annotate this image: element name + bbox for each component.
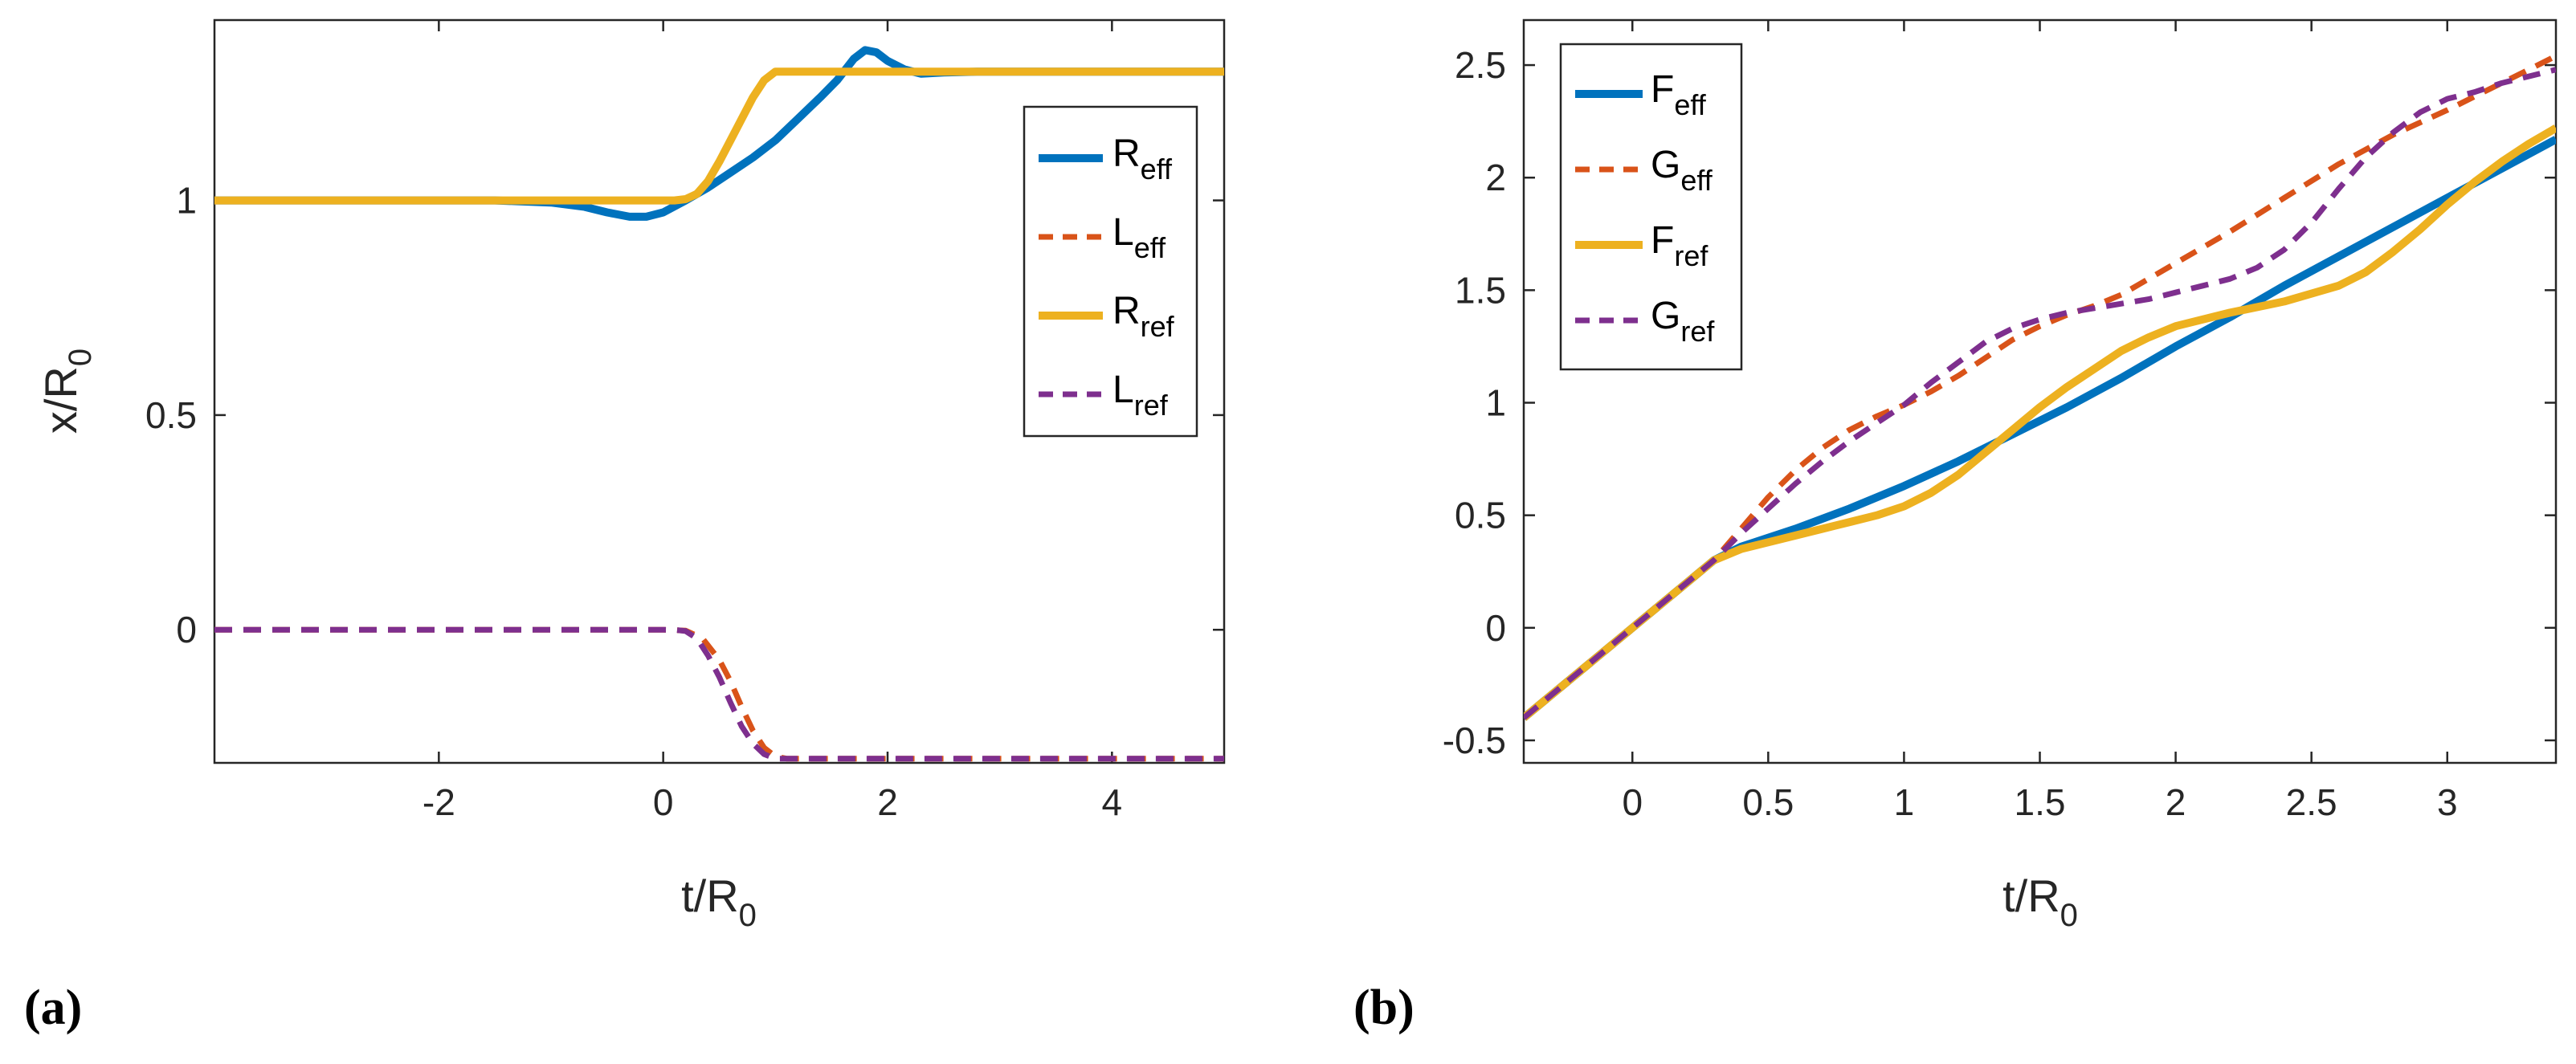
panel-b-legend-label-sub: eff bbox=[1680, 164, 1713, 197]
panel-b-y-tick-label: 0.5 bbox=[1455, 495, 1506, 536]
panel-a-legend-label-main: R bbox=[1112, 132, 1141, 175]
panel-a-legend-label-sub: ref bbox=[1141, 310, 1175, 343]
panel-a-legend-label-main: L bbox=[1112, 211, 1134, 254]
panel-b-series-group bbox=[1524, 53, 2556, 721]
panel-a-series-l-ref bbox=[214, 626, 1224, 762]
panel-b-legend-label-f-ref: Fref bbox=[1651, 219, 1708, 272]
panel-b-legend-label-sub: eff bbox=[1674, 88, 1706, 121]
panel-b-y-ticks: -0.5 0 0.5 1 1.5 2 2.5 bbox=[1443, 44, 2556, 761]
panel-a-y-axis-title-main: x/R bbox=[35, 366, 86, 434]
panel-a-legend-label-sub: eff bbox=[1134, 231, 1166, 264]
panel-b-legend-label-main: F bbox=[1651, 68, 1674, 111]
panel-a-x-ticks: -2 0 2 4 bbox=[423, 20, 1122, 823]
panel-b-y-tick-label: 1 bbox=[1485, 382, 1506, 424]
panel-b-legend-box bbox=[1559, 43, 1743, 371]
panel-b-legend-label-sub: ref bbox=[1680, 315, 1715, 348]
panel-b-y-tick-label: 1.5 bbox=[1455, 269, 1506, 311]
panel-b-legend-label-g-ref: Gref bbox=[1651, 295, 1715, 348]
panel-a-legend-label-sub: ref bbox=[1134, 389, 1169, 422]
panel-b-y-tick-label: 2 bbox=[1485, 157, 1506, 198]
panel-b-x-tick-label: 0 bbox=[1622, 781, 1643, 823]
panel-b-legend-label-g-eff: Geff bbox=[1651, 144, 1713, 197]
panel-b-legend-label-main: G bbox=[1651, 144, 1680, 186]
panel-a-legend-label-l-ref: Lref bbox=[1112, 369, 1169, 422]
panel-b-y-tick-label: -0.5 bbox=[1443, 720, 1506, 761]
panel-b-x-ticks: 0 0.5 1 1.5 2 2.5 3 bbox=[1622, 20, 2458, 823]
panel-b-legend-label-main: F bbox=[1651, 219, 1674, 262]
panel-b-x-tick-label: 0.5 bbox=[1742, 781, 1794, 823]
panel-a-legend-label-r-eff: Reff bbox=[1112, 132, 1173, 185]
panel-a-x-axis-title-main: t/R bbox=[681, 870, 739, 921]
panel-a-label: (a) bbox=[24, 980, 82, 1035]
panel-a-series-r-ref bbox=[214, 67, 1224, 205]
panel-a-legend-label-main: R bbox=[1112, 290, 1141, 332]
panel-b-y-tick-label: 0 bbox=[1485, 607, 1506, 649]
panel-a-x-axis-title-sub: 0 bbox=[739, 898, 757, 933]
panel-b-legend-label-sub: ref bbox=[1674, 239, 1708, 272]
panel-a-y-ticks: 00.51 bbox=[145, 180, 1224, 650]
panel-b-y-tick-label: 2.5 bbox=[1455, 44, 1506, 86]
panel-a-legend-label-main: L bbox=[1112, 369, 1134, 411]
panel-a-x-tick-label: 0 bbox=[653, 781, 674, 823]
panel-b-legend-label-main: G bbox=[1651, 295, 1680, 337]
panel-a-x-tick-label: 4 bbox=[1102, 781, 1123, 823]
panel-b-x-axis-title-main: t/R bbox=[2002, 870, 2060, 921]
panel-a-legend-label-r-ref: Rref bbox=[1112, 290, 1175, 343]
panel-b-x-tick-label: 2.5 bbox=[2286, 781, 2337, 823]
panel-a-y-tick-label: 1 bbox=[176, 180, 197, 222]
panel-b-x-axis-title-sub: 0 bbox=[2060, 898, 2078, 933]
panel-b-legend-label-f-eff: Feff bbox=[1651, 68, 1707, 121]
panel-a-x-tick-label: 2 bbox=[877, 781, 898, 823]
panel-a-y-tick-label: 0 bbox=[176, 609, 197, 650]
panel-a-y-axis-title: x/R0 bbox=[35, 349, 98, 434]
panel-b-x-tick-label: 3 bbox=[2437, 781, 2458, 823]
panel-b-series-f-ref bbox=[1524, 124, 2556, 721]
panel-a-series-group bbox=[214, 46, 1224, 762]
panel-b-label: (b) bbox=[1353, 980, 1415, 1035]
panel-a-legend-label-sub: eff bbox=[1141, 153, 1173, 185]
panel-b-x-tick-label: 1.5 bbox=[2015, 781, 2066, 823]
panel-b-x-tick-label: 1 bbox=[1894, 781, 1915, 823]
panel-a-y-axis-title-sub: 0 bbox=[63, 349, 98, 366]
panel-b-x-axis-title: t/R0 bbox=[2002, 870, 2078, 933]
panel-b-x-tick-label: 2 bbox=[2166, 781, 2186, 823]
panel-a-y-tick-label: 0.5 bbox=[145, 394, 197, 436]
panel-b-plot: 0 0.5 1 1.5 2 2.5 3 -0.500.511.522.5 t/R0 Feff… bbox=[1353, 18, 2558, 1035]
panel-b-series-g-eff bbox=[1524, 53, 2556, 720]
panel-b-series-g-ref bbox=[1524, 67, 2556, 720]
panel-a-x-axis-title: t/R0 bbox=[681, 870, 757, 933]
panel-a-x-tick-label: -2 bbox=[423, 781, 455, 823]
panel-a-legend-label-l-eff: Leff bbox=[1112, 211, 1166, 264]
